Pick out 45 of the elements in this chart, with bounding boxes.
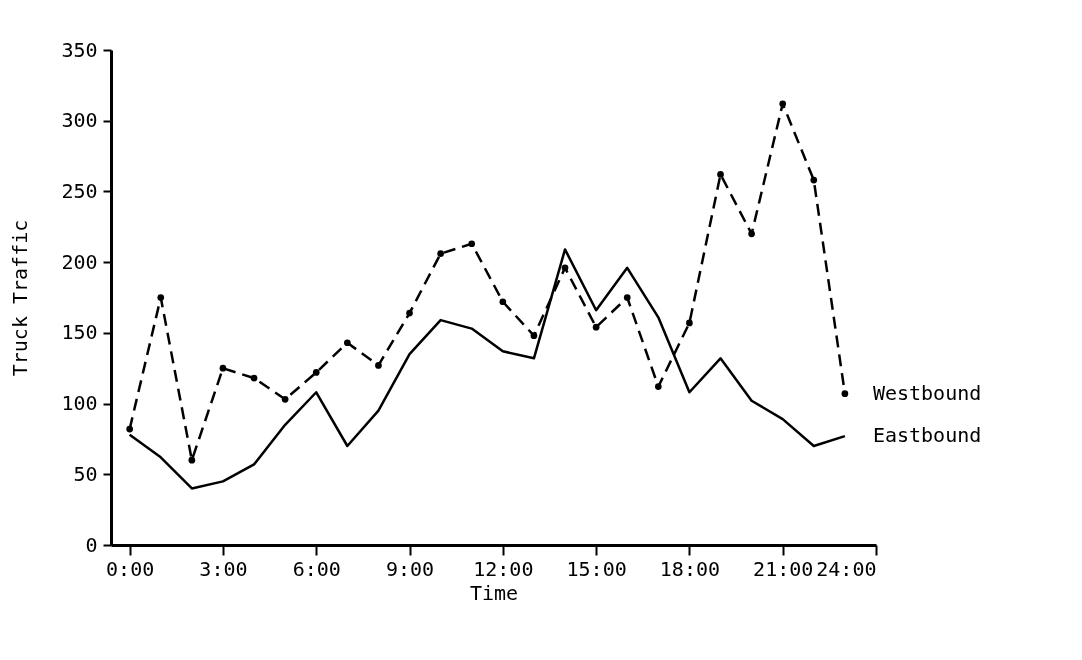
point	[157, 294, 165, 301]
point	[530, 332, 538, 340]
point	[841, 390, 849, 398]
point	[468, 240, 476, 248]
point	[312, 369, 320, 376]
point	[375, 362, 382, 369]
point	[499, 298, 507, 306]
point	[686, 319, 693, 327]
series-label: Westbound	[872, 380, 982, 405]
x-tick-label: 12:00	[473, 556, 534, 581]
point	[219, 364, 227, 372]
point	[188, 456, 196, 464]
point	[406, 309, 413, 317]
y-tick-label: 100	[61, 391, 98, 416]
y-tick-label: 0	[85, 532, 98, 557]
y-tick-label: 350	[61, 37, 98, 62]
point	[592, 323, 600, 331]
y-tick-label: 300	[61, 108, 98, 133]
x-axis-title: Time	[469, 580, 519, 605]
point	[717, 171, 724, 178]
point	[281, 395, 289, 403]
point	[654, 383, 662, 390]
y-tick-label: 200	[61, 249, 98, 274]
x-tick-label: 0:00	[106, 556, 155, 581]
point	[810, 176, 818, 184]
x-tick-label: 21:00	[753, 556, 814, 581]
point	[437, 250, 444, 257]
x-tick-label: 6:00	[292, 556, 341, 581]
x-tick-label: 9:00	[385, 556, 435, 581]
x-tick-label: 15:00	[566, 556, 627, 581]
x-tick-label: 24:00	[816, 556, 877, 581]
x-tick-label: 3:00	[199, 556, 248, 581]
point	[250, 374, 258, 382]
point	[623, 294, 631, 301]
y-axis-title: Truck Traffic	[8, 219, 33, 377]
point	[343, 339, 351, 347]
point	[748, 230, 755, 238]
series-label: Eastbound	[872, 423, 982, 448]
point	[126, 425, 134, 433]
y-tick-label: 250	[61, 178, 98, 203]
x-tick-label: 18:00	[659, 556, 721, 581]
y-tick-label: 50	[73, 461, 98, 486]
point	[561, 264, 569, 272]
point	[779, 100, 787, 108]
y-tick-label: 150	[61, 320, 98, 345]
